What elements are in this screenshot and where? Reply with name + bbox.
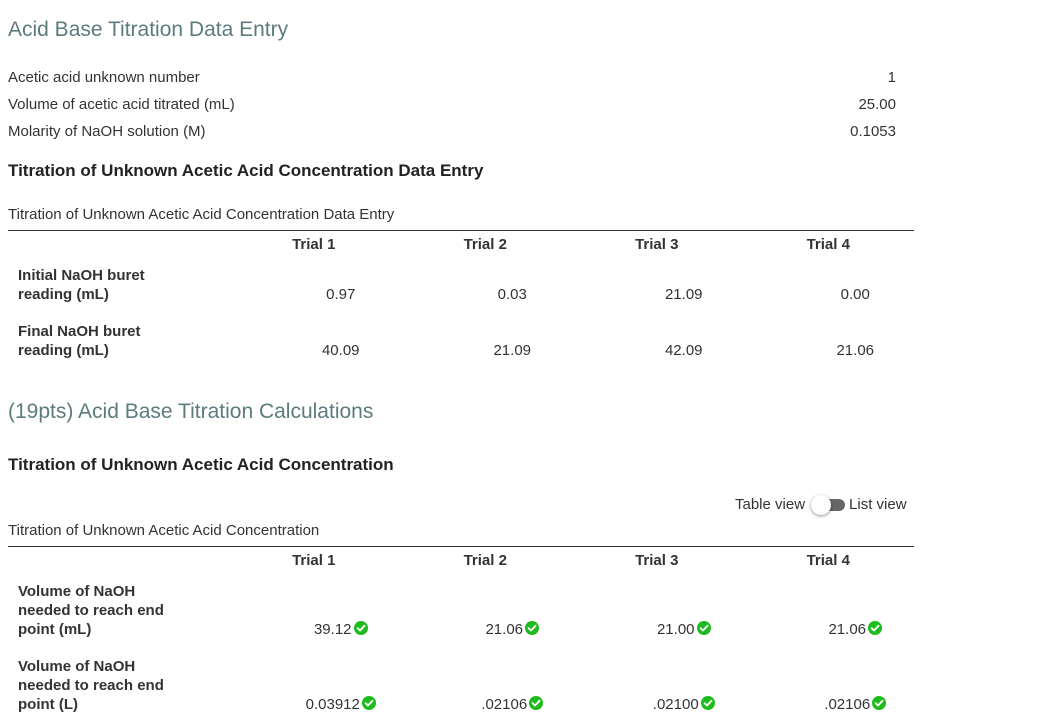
check-icon (872, 696, 887, 710)
field-label: Acetic acid unknown number (8, 69, 200, 86)
header-row: Trial 1 Trial 2 Trial 3 Trial 4 (8, 547, 914, 574)
cell: 21.09 (571, 257, 743, 313)
view-toggle[interactable]: Table view List view (735, 495, 907, 515)
toggle-label: List view (849, 496, 907, 513)
data-table: Trial 1 Trial 2 Trial 3 Trial 4 Volume of Na… (8, 546, 914, 723)
field-label: Volume of acetic acid titrated (mL) (8, 96, 235, 113)
cell: 21.00 (571, 573, 743, 648)
cell-value: .02100 (652, 696, 699, 713)
column-header: Trial 4 (806, 551, 850, 569)
column-header: Trial 3 (635, 551, 679, 569)
cell-value: .02106 (824, 696, 871, 713)
table-row: Volume of NaOH needed to reach end point… (8, 648, 914, 723)
check-icon (700, 696, 715, 710)
cell-value: 21.06 (485, 621, 524, 638)
check-icon (525, 621, 540, 635)
cell: 40.09 (228, 313, 400, 369)
check-icon (361, 696, 376, 710)
cell-value: .02106 (481, 696, 528, 713)
toggle-label: Table view (735, 496, 806, 513)
cell-value: 21.00 (656, 621, 695, 638)
cell-value: 39.12 (313, 621, 352, 638)
section-title: Acid Base Titration Data Entry (8, 18, 289, 41)
cell: .02106 (400, 648, 572, 723)
table-row: Initial NaOH buret reading (mL) 0.97 0.03 2… (8, 257, 914, 313)
cell: 0.97 (228, 257, 400, 313)
column-header: Trial 2 (463, 551, 507, 569)
cell: 21.06 (743, 573, 915, 648)
cell: .02100 (571, 648, 743, 723)
field-row: Molarity of NaOH solution (M) 0.1053 (8, 122, 896, 142)
row-label: Volume of NaOH needed to reach end point… (18, 583, 164, 638)
table-body: Initial NaOH buret reading (mL) 0.97 0.03 2… (8, 257, 914, 369)
check-icon (868, 621, 883, 635)
column-header: Trial 1 (292, 235, 336, 253)
check-icon (529, 696, 544, 710)
cell-value: 21.09 (493, 342, 532, 359)
corner-cell (8, 547, 228, 574)
cell-value: 0.97 (326, 286, 356, 303)
table-row: Final NaOH buret reading (mL) 40.09 21.09 4… (8, 313, 914, 369)
table-head: Trial 1 Trial 2 Trial 3 Trial 4 (8, 547, 914, 574)
cell-value: 0.03 (497, 286, 527, 303)
cell-value: 40.09 (321, 342, 360, 359)
check-icon (353, 621, 368, 635)
cell-value: 42.09 (664, 342, 703, 359)
header-row: Trial 1 Trial 2 Trial 3 Trial 4 (8, 231, 914, 258)
field-value: 25.00 (858, 96, 896, 113)
cell: 21.06 (400, 573, 572, 648)
toggle-switch[interactable] (811, 495, 846, 515)
section-title: (19pts) Acid Base Titration Calculations (8, 400, 374, 423)
field-label: Molarity of NaOH solution (M) (8, 123, 206, 140)
cell: 0.00 (743, 257, 915, 313)
field-value: 1 (887, 69, 896, 86)
cell: .02106 (743, 648, 915, 723)
check-icon (696, 621, 711, 635)
table-caption: Titration of Unknown Acetic Acid Concent… (8, 522, 320, 539)
column-header: Trial 3 (635, 235, 679, 253)
data-table: Trial 1 Trial 2 Trial 3 Trial 4 Initial NaOH… (8, 230, 914, 369)
row-label: Volume of NaOH needed to reach end point… (18, 658, 164, 713)
cell: 21.09 (400, 313, 572, 369)
cell: 0.03912 (228, 648, 400, 723)
cell: 39.12 (228, 573, 400, 648)
cell: 21.06 (743, 313, 915, 369)
section-heading: Titration of Unknown Acetic Acid Concent… (8, 455, 394, 474)
cell-value: 21.06 (836, 342, 875, 359)
table-caption: Titration of Unknown Acetic Acid Concent… (8, 206, 395, 223)
column-header: Trial 2 (463, 235, 507, 253)
field-row: Volume of acetic acid titrated (mL) 25.00 (8, 95, 896, 115)
cell: 0.03 (400, 257, 572, 313)
column-header: Trial 4 (806, 235, 850, 253)
cell-value: 21.09 (664, 286, 703, 303)
cell-value: 0.00 (840, 286, 870, 303)
table-row: Volume of NaOH needed to reach end point… (8, 573, 914, 648)
field-value: 0.1053 (850, 123, 896, 140)
cell-value: 0.03912 (305, 696, 360, 713)
corner-cell (8, 231, 228, 258)
row-label: Initial NaOH buret reading (mL) (18, 267, 145, 303)
cell-value: 21.06 (828, 621, 867, 638)
table-head: Trial 1 Trial 2 Trial 3 Trial 4 (8, 231, 914, 258)
row-label: Final NaOH buret reading (mL) (18, 323, 141, 359)
field-row: Acetic acid unknown number 1 (8, 68, 896, 88)
column-header: Trial 1 (292, 551, 336, 569)
table-body: Volume of NaOH needed to reach end point… (8, 573, 914, 723)
switch-knob (811, 495, 832, 515)
cell: 42.09 (571, 313, 743, 369)
section-heading: Titration of Unknown Acetic Acid Concent… (8, 161, 484, 180)
